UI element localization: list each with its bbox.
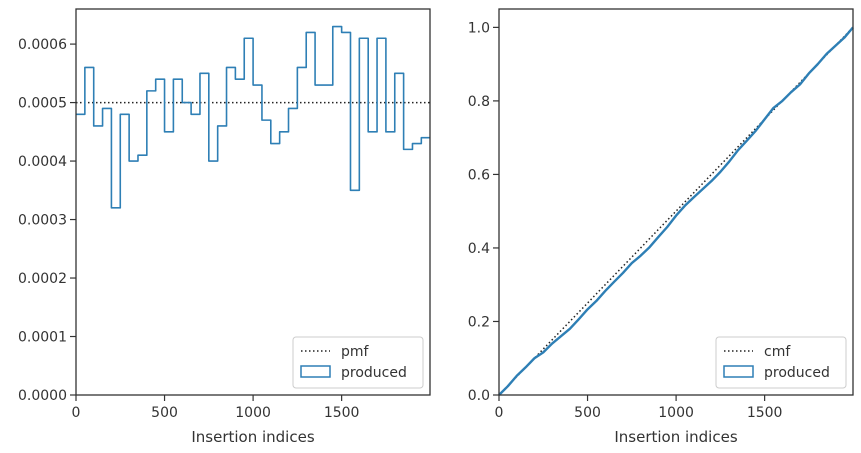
tick-group-cmf: 0 500 1000 1500 0.0 0.2 0.4 0.6 0.8 1.0 (468, 20, 783, 421)
legend-box-cmf (715, 336, 847, 389)
x-tick-label: 0 (72, 405, 81, 421)
legend-label-cmf: cmf (764, 344, 791, 360)
cmf-panel: 0 500 1000 1500 0.0 0.2 0.4 0.6 0.8 1.0 Insertion… (468, 8, 854, 446)
produced-cumulative-line (498, 26, 854, 396)
legend-label-produced-pmf: produced (341, 365, 407, 381)
produced-histogram (76, 25, 430, 209)
x-tick-label: 0 (495, 405, 504, 421)
x-axis-label-pmf: Insertion indices (191, 428, 314, 446)
y-tick-label: 0.0001 (18, 330, 67, 346)
y-tick-label: 0.8 (468, 94, 490, 110)
y-tick-label: 0.0004 (18, 154, 67, 170)
legend-label-produced-cmf: produced (764, 365, 830, 381)
legend-swatch-produced-cmf (723, 365, 754, 378)
x-tick-label: 1500 (747, 405, 783, 421)
tick-group-pmf: 0 500 1000 1500 0.0000 0.0001 0.0002 0.0003 0.00… (18, 37, 359, 421)
y-tick-label: 0.0002 (18, 271, 67, 287)
x-tick-label: 1000 (658, 405, 694, 421)
y-tick-label: 0.4 (468, 241, 490, 257)
x-tick-label: 1500 (324, 405, 360, 421)
y-tick-label: 0.0003 (18, 213, 67, 229)
y-tick-label: 0.0006 (18, 37, 67, 53)
y-tick-label: 0.0 (468, 388, 490, 404)
pmf-panel: 0 500 1000 1500 0.0000 0.0001 0.0002 0.0003 0.00… (18, 8, 431, 446)
y-tick-label: 1.0 (468, 20, 490, 36)
plot-frame-cmf (498, 8, 854, 396)
x-tick-label: 500 (574, 405, 601, 421)
y-tick-label: 0.0005 (18, 96, 67, 112)
x-tick-label: 500 (151, 405, 178, 421)
y-tick-label: 0.6 (468, 167, 490, 183)
x-tick-label: 1000 (235, 405, 271, 421)
legend-label-pmf: pmf (341, 344, 370, 360)
legend-cmf: cmf produced (715, 336, 847, 389)
legend-swatch-produced-pmf (300, 365, 331, 378)
y-tick-label: 0.0000 (18, 388, 67, 404)
plot-frame-pmf (75, 8, 431, 396)
x-axis-label-cmf: Insertion indices (614, 428, 737, 446)
plot-area-cmf (499, 9, 853, 395)
y-tick-label: 0.2 (468, 314, 490, 330)
legend-pmf: pmf produced (292, 336, 424, 389)
legend-box-pmf (292, 336, 424, 389)
